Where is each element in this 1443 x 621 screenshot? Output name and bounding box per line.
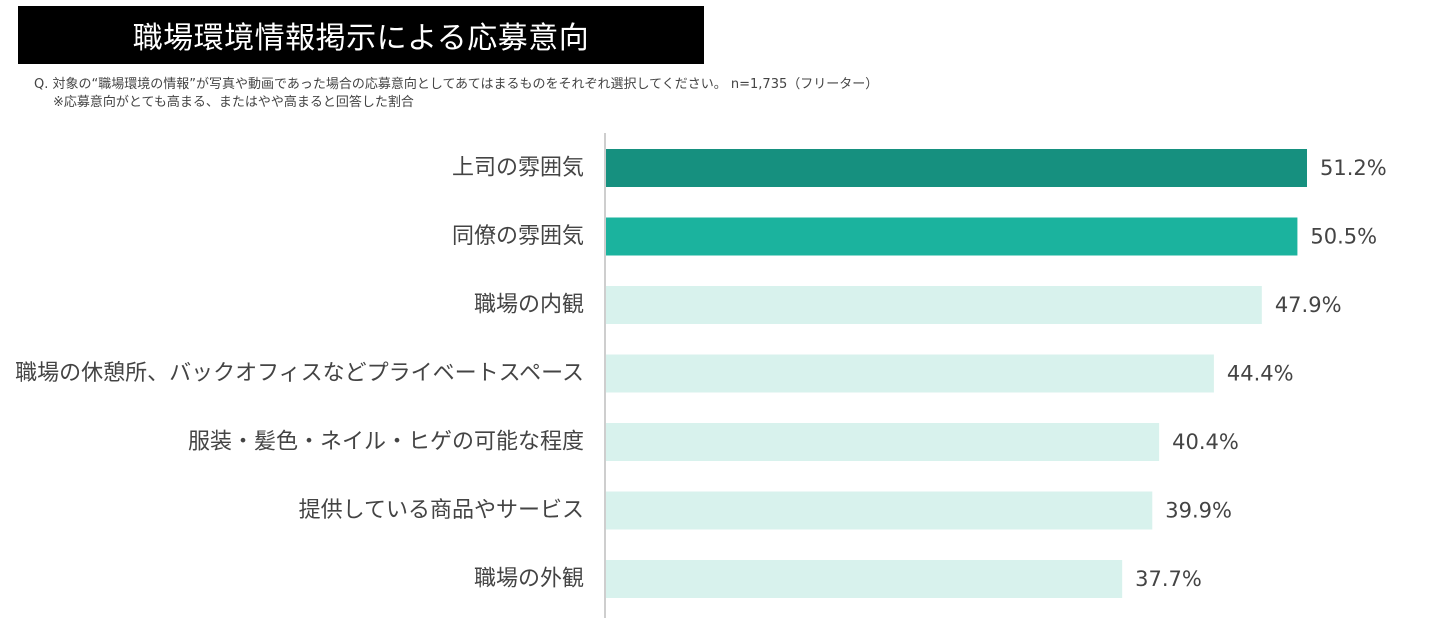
value-label-5: 40.4% (1172, 430, 1239, 454)
title-banner: 職場環境情報掲示による応募意向 (18, 6, 704, 64)
category-label-6: 提供している商品やサービス (299, 498, 584, 523)
question-note: ※応募意向がとても高まる、またはやや高まると回答した割合 (53, 95, 414, 110)
value-label-1: 51.2% (1320, 156, 1387, 180)
bar-3 (606, 286, 1262, 324)
bar-1 (606, 149, 1307, 187)
category-label-2: 同僚の雰囲気 (452, 224, 584, 249)
bar-5 (606, 423, 1160, 461)
category-label-3: 職場の内観 (474, 293, 584, 318)
question-text-block: Q. 対象の“職場環境の情報”が写真や動画であった場合の応募意向としてあてはまる… (34, 76, 878, 112)
bar-2 (606, 217, 1298, 256)
category-label-1: 上司の雰囲気 (452, 156, 584, 181)
value-label-4: 44.4% (1227, 362, 1294, 386)
category-label-5: 服装・髪色・ネイル・ヒゲの可能な程度 (188, 430, 584, 455)
bar-7 (606, 560, 1123, 598)
value-label-2: 50.5% (1310, 225, 1377, 249)
bar-6 (606, 491, 1153, 530)
value-label-7: 37.7% (1135, 567, 1202, 591)
value-label-6: 39.9% (1165, 499, 1232, 523)
category-label-7: 職場の外観 (474, 567, 584, 592)
value-label-3: 47.9% (1275, 293, 1342, 317)
chart-title: 職場環境情報掲示による応募意向 (132, 21, 590, 56)
question-text: Q. 対象の“職場環境の情報”が写真や動画であった場合の応募意向としてあてはまる… (34, 77, 879, 92)
bar-4 (606, 354, 1214, 393)
category-label-4: 職場の休憩所、バックオフィスなどプライベートスペース (15, 361, 584, 386)
